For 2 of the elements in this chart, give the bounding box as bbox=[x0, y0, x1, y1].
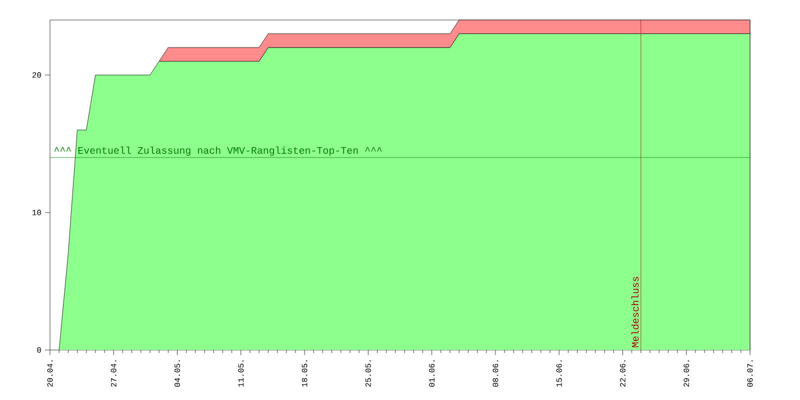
ref-line-label: ^^^ Eventuell Zulassung nach VMV-Ranglisten-Top-Ten ^^^ bbox=[54, 146, 382, 156]
ref-line-label: Meldeschluss bbox=[631, 276, 639, 348]
